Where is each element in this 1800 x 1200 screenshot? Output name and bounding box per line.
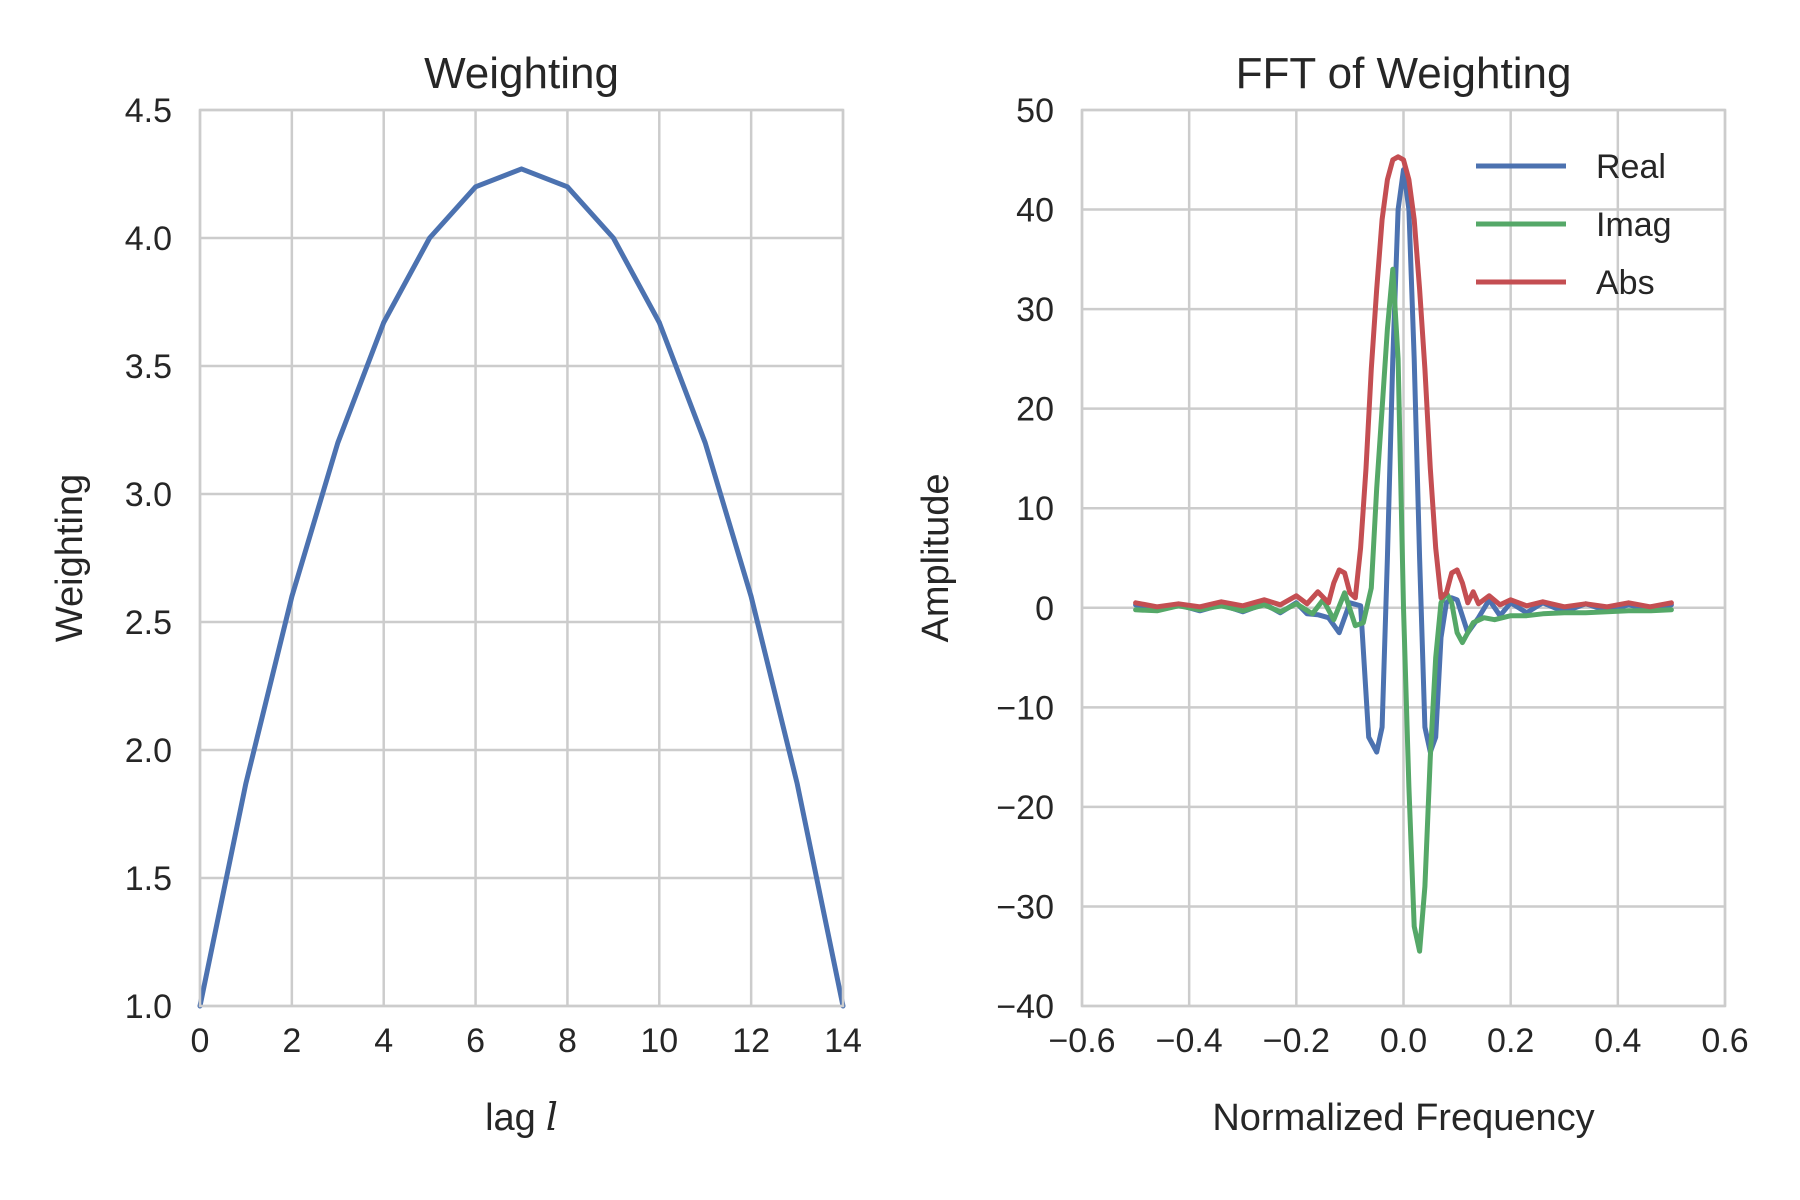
weighting-x-tick-label: 6 bbox=[466, 1022, 485, 1060]
fft-series bbox=[1133, 154, 1674, 954]
fft-x-tick-label: 0.6 bbox=[1701, 1022, 1748, 1060]
weighting-x-tick-label: 14 bbox=[824, 1022, 862, 1060]
fft-y-tick-label: 0 bbox=[1035, 590, 1054, 628]
weighting-y-axis-label: Weighting bbox=[49, 474, 91, 642]
weighting-y-tick-label: 3.0 bbox=[125, 476, 172, 514]
legend-label-imag: Imag bbox=[1596, 206, 1672, 244]
weighting-y-tick-label: 1.0 bbox=[125, 988, 172, 1026]
weighting-y-tick-label: 4.0 bbox=[125, 220, 172, 258]
fft-x-tick-label: 0.0 bbox=[1380, 1022, 1427, 1060]
weighting-y-tick-labels: 1.0 1.5 2.0 2.5 3.0 3.5 4.0 4.5 bbox=[125, 92, 172, 1026]
fft-x-tick-label: 0.4 bbox=[1594, 1022, 1641, 1060]
legend-item-imag: Imag bbox=[1476, 206, 1672, 244]
fft-x-axis-label: Normalized Frequency bbox=[1212, 1097, 1594, 1139]
fft-y-tick-label: 20 bbox=[1016, 391, 1054, 429]
fft-y-tick-label: 40 bbox=[1016, 192, 1054, 230]
weighting-grid bbox=[198, 108, 845, 1008]
fft-series-line-abs bbox=[1133, 154, 1674, 610]
weighting-x-tick-label: 4 bbox=[374, 1022, 393, 1060]
fft-legend: Real Imag Abs bbox=[1476, 148, 1672, 302]
fft-x-tick-label: 0.2 bbox=[1487, 1022, 1534, 1060]
weighting-x-axis-label: lag l bbox=[485, 1095, 558, 1139]
weighting-y-tick-label: 1.5 bbox=[125, 860, 172, 898]
fft-y-tick-label: 50 bbox=[1016, 92, 1054, 130]
weighting-series bbox=[197, 166, 846, 1009]
weighting-chart: 0 2 4 6 8 10 12 14 1.0 1.5 2.0 2.5 3.0 3.5 4.0 4.5 Wei… bbox=[49, 49, 862, 1139]
fft-y-tick-label: 30 bbox=[1016, 291, 1054, 329]
legend-label-abs: Abs bbox=[1596, 264, 1655, 302]
weighting-y-tick-label: 3.5 bbox=[125, 348, 172, 386]
fft-y-tick-label: −40 bbox=[996, 988, 1054, 1026]
fft-y-tick-label: 10 bbox=[1016, 490, 1054, 528]
weighting-y-tick-label: 4.5 bbox=[125, 92, 172, 130]
weighting-series-line-weighting bbox=[197, 166, 846, 1009]
legend-item-real: Real bbox=[1476, 148, 1666, 186]
fft-x-tick-labels: −0.6 −0.4 −0.2 0.0 0.2 0.4 0.6 bbox=[1048, 1022, 1748, 1060]
weighting-x-tick-label: 0 bbox=[191, 1022, 210, 1060]
fft-y-tick-label: −10 bbox=[996, 689, 1054, 727]
legend-label-real: Real bbox=[1596, 148, 1666, 186]
weighting-x-tick-label: 10 bbox=[640, 1022, 678, 1060]
legend-item-abs: Abs bbox=[1476, 264, 1655, 302]
weighting-x-axis-label-text: lag bbox=[485, 1097, 536, 1139]
weighting-x-tick-label: 2 bbox=[282, 1022, 301, 1060]
fft-chart-title: FFT of Weighting bbox=[1236, 49, 1572, 98]
weighting-y-tick-label: 2.5 bbox=[125, 604, 172, 642]
fft-x-tick-label: −0.4 bbox=[1156, 1022, 1223, 1060]
fft-y-axis-label: Amplitude bbox=[915, 474, 957, 643]
weighting-x-tick-labels: 0 2 4 6 8 10 12 14 bbox=[191, 1022, 862, 1060]
fft-x-tick-label: −0.6 bbox=[1048, 1022, 1115, 1060]
fft-y-tick-label: −30 bbox=[996, 888, 1054, 926]
weighting-y-tick-label: 2.0 bbox=[125, 732, 172, 770]
weighting-x-tick-label: 8 bbox=[558, 1022, 577, 1060]
fft-y-tick-label: −20 bbox=[996, 789, 1054, 827]
fft-x-tick-label: −0.2 bbox=[1263, 1022, 1330, 1060]
fft-y-tick-labels: −40 −30 −20 −10 0 10 20 30 40 50 bbox=[996, 92, 1054, 1026]
fft-plot-frame bbox=[1080, 108, 1727, 1008]
weighting-x-tick-label: 12 bbox=[732, 1022, 770, 1060]
weighting-plot-frame bbox=[198, 108, 845, 1008]
fft-series-line-imag bbox=[1133, 266, 1674, 954]
weighting-x-axis-label-symbol: l bbox=[546, 1095, 558, 1139]
fft-chart: −0.6 −0.4 −0.2 0.0 0.2 0.4 0.6 −40 −30 −20 −10 0 10… bbox=[915, 49, 1749, 1139]
weighting-chart-title: Weighting bbox=[424, 49, 619, 98]
